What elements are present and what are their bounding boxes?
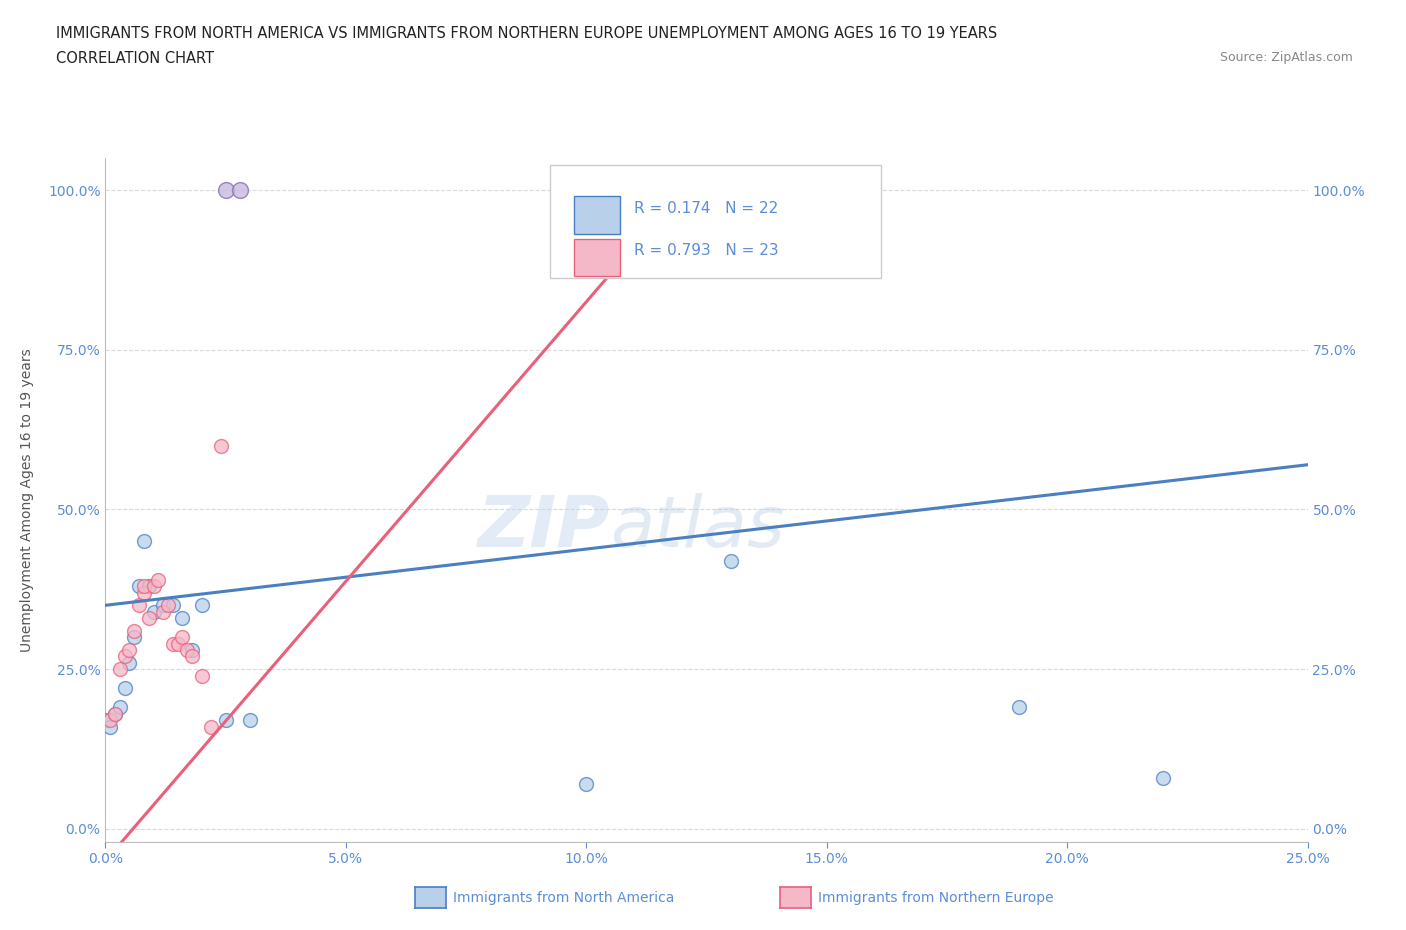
Text: CORRELATION CHART: CORRELATION CHART [56,51,214,66]
Y-axis label: Unemployment Among Ages 16 to 19 years: Unemployment Among Ages 16 to 19 years [20,348,34,652]
FancyBboxPatch shape [574,196,620,233]
Point [132,578,155,593]
Point [181,643,204,658]
Text: Immigrants from North America: Immigrants from North America [453,891,673,906]
Point [132,534,155,549]
Point [128,598,150,613]
Point [214,182,236,197]
Text: Source: ZipAtlas.com: Source: ZipAtlas.com [1219,51,1353,64]
Point [124,623,146,638]
Point [166,636,188,651]
Point [118,656,141,671]
Point [575,777,598,791]
Point [148,572,170,587]
Point [1152,770,1174,785]
Point [162,598,184,613]
FancyBboxPatch shape [550,165,880,278]
Point [142,578,165,593]
Text: IMMIGRANTS FROM NORTH AMERICA VS IMMIGRANTS FROM NORTHERN EUROPE UNEMPLOYMENT AM: IMMIGRANTS FROM NORTH AMERICA VS IMMIGRA… [56,26,997,41]
Point [671,182,693,197]
Text: ZIP: ZIP [478,493,610,562]
Point [200,719,222,734]
Point [104,707,127,722]
Point [98,712,121,727]
Point [190,598,212,613]
Point [172,630,194,644]
Point [176,643,198,658]
Point [1008,700,1031,715]
Point [162,636,184,651]
Point [124,630,146,644]
Text: atlas: atlas [610,493,785,562]
Point [118,643,141,658]
Point [239,712,262,727]
Point [138,611,160,626]
Point [209,438,232,453]
Text: R = 0.793   N = 23: R = 0.793 N = 23 [634,244,779,259]
Point [181,649,204,664]
Text: Immigrants from Northern Europe: Immigrants from Northern Europe [818,891,1054,906]
Point [229,182,252,197]
Point [108,700,131,715]
Point [142,604,165,619]
Point [172,611,194,626]
FancyBboxPatch shape [574,239,620,276]
Point [128,578,150,593]
Point [156,598,179,613]
Point [214,712,236,727]
Point [138,578,160,593]
Point [132,585,155,600]
Point [190,668,212,683]
Point [114,681,136,696]
Point [152,598,174,613]
Point [104,707,127,722]
Point [114,649,136,664]
Text: R = 0.174   N = 22: R = 0.174 N = 22 [634,201,779,216]
Point [94,712,117,727]
Point [108,662,131,677]
Point [720,553,742,568]
Point [152,604,174,619]
Point [98,719,121,734]
